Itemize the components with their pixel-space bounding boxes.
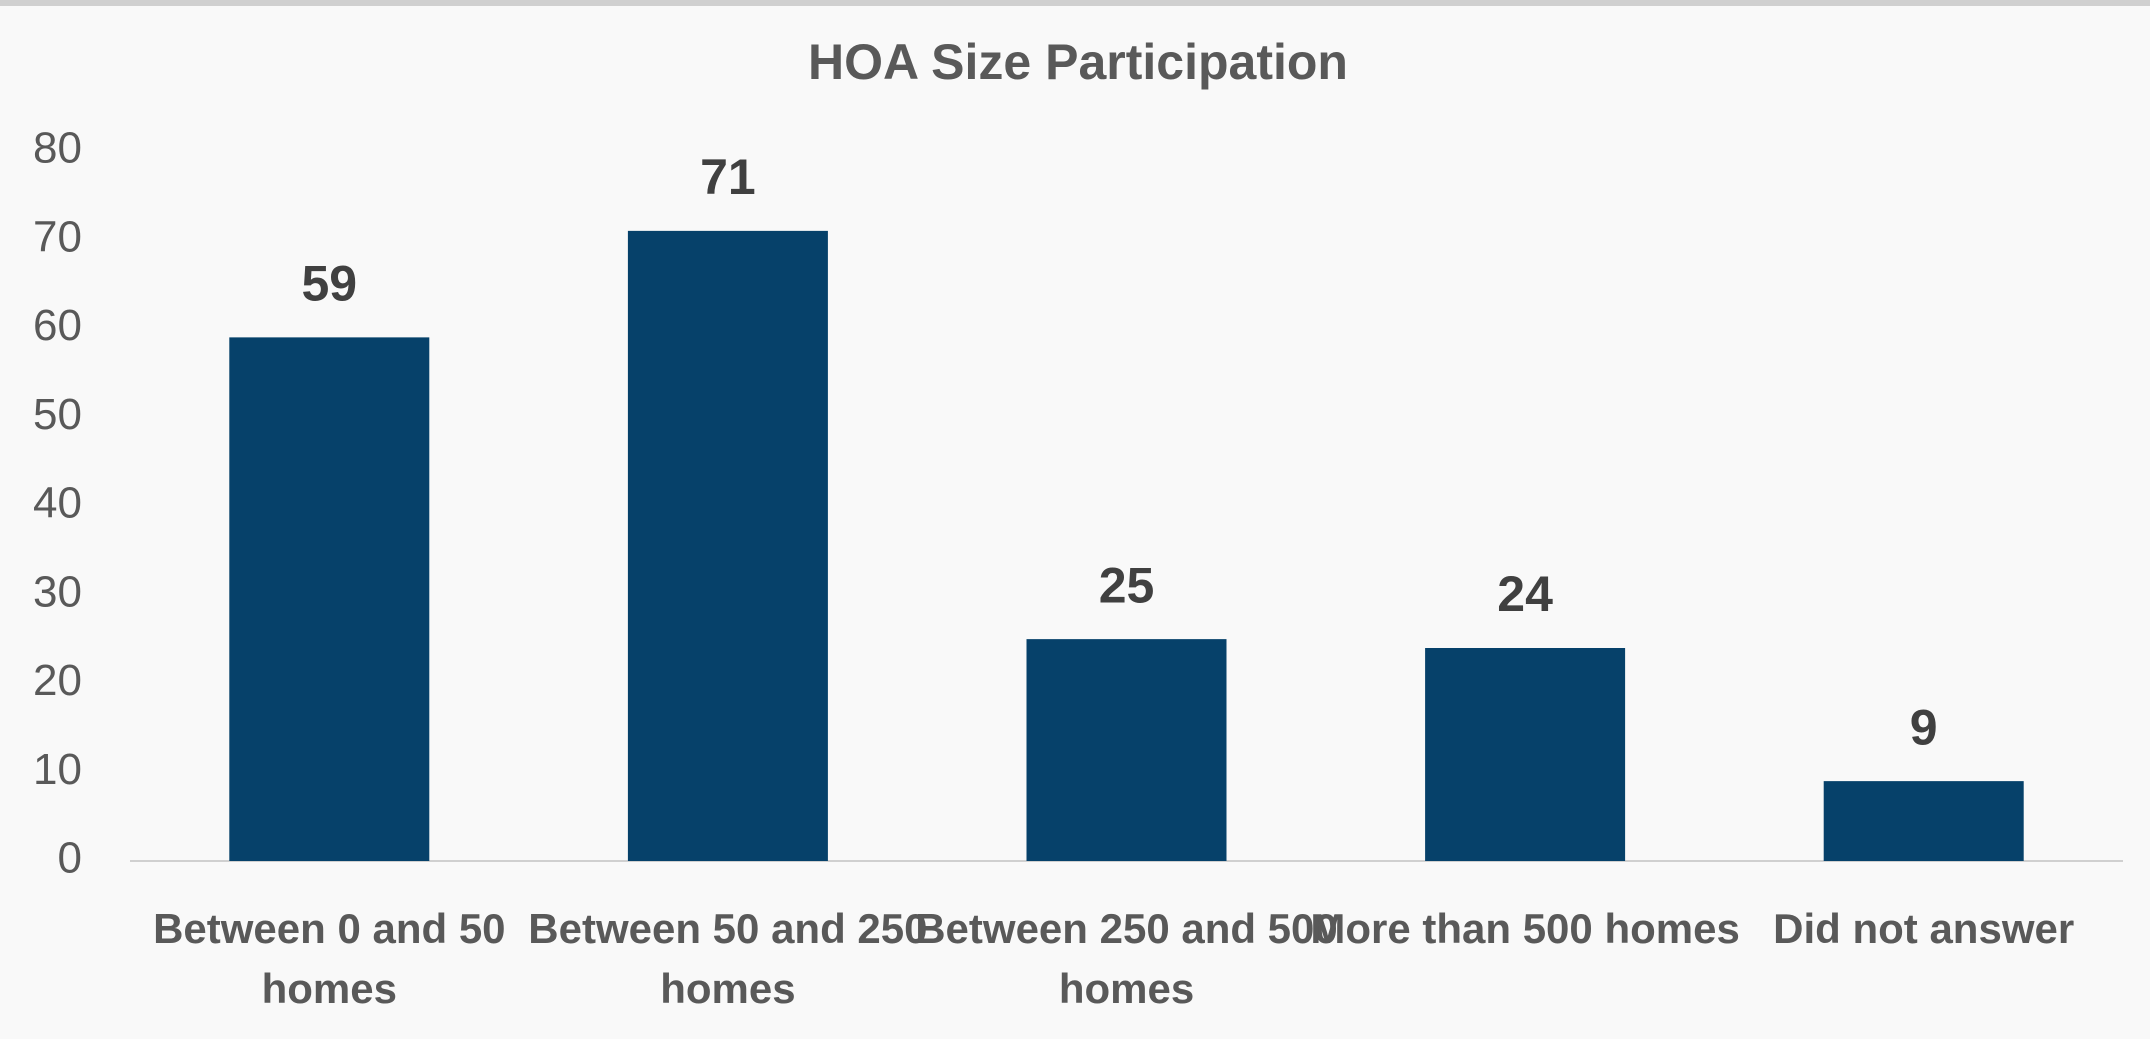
y-tick-label: 30: [33, 567, 82, 616]
bar: [1026, 639, 1227, 861]
data-label: 25: [1099, 557, 1155, 613]
y-tick-label: 80: [33, 124, 82, 173]
bar: [229, 337, 430, 861]
x-tick-label: Did not answer: [1773, 905, 2075, 952]
data-label: 9: [1910, 699, 1938, 755]
y-tick-label: 40: [33, 479, 82, 528]
data-label: 71: [700, 149, 756, 205]
x-tick-label: Between 0 and 50 homes: [153, 905, 506, 1012]
y-tick-label: 50: [33, 390, 82, 439]
x-tick-label: Between 50 and 250 homes: [528, 905, 928, 1012]
y-tick-label: 60: [33, 301, 82, 350]
bar: [627, 230, 828, 861]
data-label: 59: [301, 256, 357, 312]
y-tick-label: 10: [33, 745, 82, 794]
bar: [1425, 648, 1626, 861]
data-label: 24: [1497, 566, 1553, 622]
y-tick-label: 70: [33, 212, 82, 261]
chart-title: HOA Size Participation: [808, 34, 1348, 90]
bar: [1823, 781, 2024, 861]
y-tick-label: 20: [33, 656, 82, 705]
x-tick-label: Between 250 and 500 homes: [915, 905, 1338, 1012]
x-tick-label: More than 500 homes: [1310, 905, 1740, 952]
chart: HOA Size Participation 0 10 20 30 40 50 60 70 80…: [33, 34, 2123, 883]
y-tick-label: 0: [58, 834, 82, 883]
